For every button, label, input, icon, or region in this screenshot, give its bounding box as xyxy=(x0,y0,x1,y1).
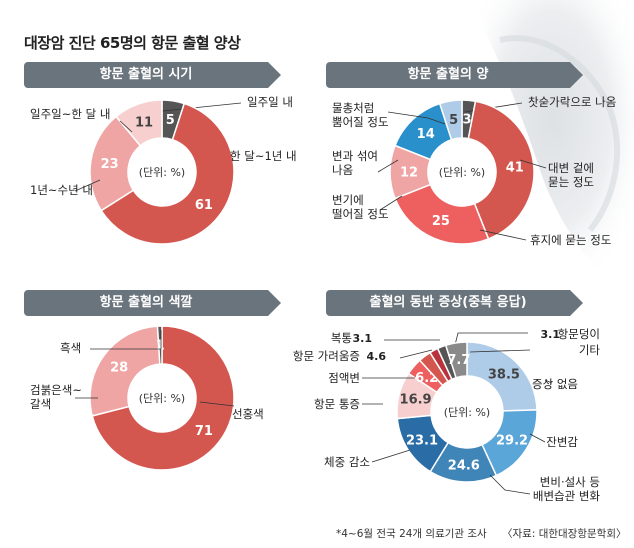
slice-category-label: 체중 감소 xyxy=(324,455,370,469)
slice-category-label: 찻숟가락으로 나옴 xyxy=(528,95,616,109)
slice-value-label: 5 xyxy=(449,113,458,128)
unit-label: (단위: %) xyxy=(444,406,490,419)
donut-chart-2: 3 찻숟가락으로 나옴 41 대변 겉에 묻는 정도 25 휴지에 묻는 정도 12 변기에 떨어… xyxy=(332,95,616,247)
callout-leader-line xyxy=(454,332,528,346)
callout-leader-line xyxy=(399,349,433,359)
callout-leader-line xyxy=(152,102,242,113)
section-header-symptoms: 출혈의 동반 증상(중복 응답) xyxy=(326,290,583,316)
slice-category-label: 점액변 xyxy=(328,371,360,385)
callout-leader-line xyxy=(529,433,546,443)
slice-value-label: 1 xyxy=(156,339,165,354)
slice-category-label: 복통 xyxy=(331,331,352,345)
slice-value-label: 3 xyxy=(462,113,471,128)
callout-leader-line xyxy=(90,330,162,350)
donut-slice xyxy=(467,100,535,240)
slice-category-label: 변기에 떨어질 정도 xyxy=(332,193,389,221)
donut-slice xyxy=(115,99,163,147)
slice-value-label: 61 xyxy=(195,198,213,213)
slice-value-label: 3.1 xyxy=(353,332,373,345)
section-header-color: 항문 출혈의 색깔 xyxy=(24,290,281,316)
slice-value-label: 28 xyxy=(110,360,128,375)
donut-chart-1: 5 일주일 내 61 한 달~1년 내 23 1년~수년 내 11 일주일~한 달 내 (단위:… xyxy=(30,95,297,245)
slice-value-label: 23.1 xyxy=(406,433,438,448)
callout-leader-line xyxy=(379,195,403,211)
slice-category-label: 선홍색 xyxy=(232,407,264,421)
callout-leader-line xyxy=(519,159,547,169)
callout-leader-line xyxy=(469,349,531,353)
slice-value-label: 38.5 xyxy=(488,367,520,382)
callout-leader-line xyxy=(199,401,235,407)
callout-leader-line xyxy=(119,120,133,133)
donut-chart-4: 38.5 증상 없음 29.2 잔변감 24.6 변비·설사 등 배변습관 변화 23.1 체중… xyxy=(293,327,601,503)
donut-slice xyxy=(444,341,468,379)
slice-value-label: 4.6 xyxy=(367,350,387,363)
donut-slice xyxy=(394,183,490,245)
unit-label: (단위: %) xyxy=(139,392,185,405)
source-note: 〈자료: 대한대장항문학회〉 xyxy=(502,528,627,540)
slice-category-label: 잔변감 xyxy=(546,435,578,449)
donut-slice xyxy=(438,99,463,141)
footnote: *4~6월 전국 24개 의료기관 조사 xyxy=(336,528,487,540)
slice-value-label: 7.7 xyxy=(447,353,470,368)
slice-category-label: 1년~수년 내 xyxy=(30,183,93,197)
slice-value-label: 29.2 xyxy=(496,433,528,448)
callout-leader-line xyxy=(377,159,399,173)
donut-slice xyxy=(89,325,161,417)
slice-category-label: 변과 섞여 나옴 xyxy=(332,149,378,177)
slice-value-label: 14 xyxy=(417,127,435,142)
section-header-timing: 항문 출혈의 시기 xyxy=(24,62,281,88)
slice-category-label: 대변 겉에 묻는 정도 xyxy=(548,161,594,189)
donut-chart-3: 71 선홍색 28 검붉은색~ 갈색 1 흑색 (단위: %) xyxy=(30,325,264,471)
main-title: 대장암 진단 65명의 항문 출혈 양상 xyxy=(24,34,241,52)
slice-category-label: 증상 없음 xyxy=(532,377,578,391)
slice-category-label: 항문 통증 xyxy=(314,397,360,411)
callout-leader-line xyxy=(489,474,531,495)
slice-category-label: 검붉은색~ 갈색 xyxy=(30,383,82,411)
slice-value-label: 12 xyxy=(400,166,418,181)
donut-slice xyxy=(91,325,235,471)
section-header-amount: 항문 출혈의 양 xyxy=(326,62,583,88)
callout-leader-line xyxy=(74,179,101,192)
slice-value-label: 25 xyxy=(432,214,450,229)
slice-category-label: 일주일 내 xyxy=(247,95,293,109)
slice-value-label: 3.1 xyxy=(541,328,561,341)
donut-slice xyxy=(100,102,235,245)
slice-value-label: 24.6 xyxy=(448,458,480,473)
slice-value-label: 41 xyxy=(506,161,524,176)
slice-value-label: 16.9 xyxy=(400,393,432,408)
unit-label: (단위: %) xyxy=(439,166,485,179)
slice-category-label: 항문덩이 xyxy=(558,327,600,341)
slice-category-label: 일주일~한 달 내 xyxy=(30,107,110,121)
slice-value-label: 71 xyxy=(195,424,213,439)
slice-category-label: 물총처럼 뿜어질 정도 xyxy=(332,101,389,129)
callout-leader-line xyxy=(371,449,411,463)
callout-leader-line xyxy=(387,111,446,125)
slice-value-label: 23 xyxy=(101,157,119,172)
slice-category-label: 변비·설사 등 배변습관 변화 xyxy=(533,475,601,503)
slice-category-label: 휴지에 묻는 정도 xyxy=(530,233,611,247)
unit-label: (단위: %) xyxy=(139,166,185,179)
callout-leader-line xyxy=(544,379,553,384)
callout-leader-line xyxy=(479,229,527,241)
slice-value-label: 11 xyxy=(135,116,153,131)
slice-category-label: 항문 가려움증 xyxy=(293,349,360,363)
slice-category-label: 한 달~1년 내 xyxy=(230,149,297,163)
slice-value-label: 5 xyxy=(166,113,175,128)
slice-category-label: 기타 xyxy=(579,343,601,357)
slice-category-label: 흑색 xyxy=(60,341,81,355)
